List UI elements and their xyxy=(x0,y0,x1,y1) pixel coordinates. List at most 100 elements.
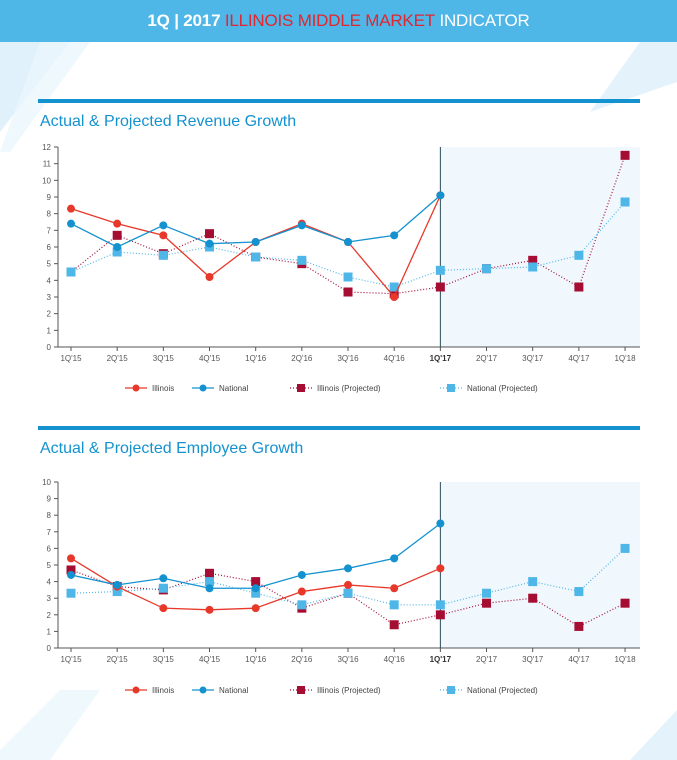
data-point xyxy=(205,568,215,578)
data-point xyxy=(112,587,122,597)
data-point xyxy=(159,574,168,583)
data-point xyxy=(435,265,445,275)
x-tick-label: 4Q'15 xyxy=(199,655,221,664)
y-tick-label: 9 xyxy=(47,495,52,504)
data-point xyxy=(528,262,538,272)
y-tick-label: 2 xyxy=(47,611,52,620)
data-point xyxy=(158,583,168,593)
y-tick-label: 4 xyxy=(47,276,52,285)
data-point xyxy=(251,588,261,598)
y-tick-label: 6 xyxy=(47,544,52,553)
x-tick-label: 2Q'15 xyxy=(107,354,129,363)
y-tick-label: 2 xyxy=(47,310,52,319)
x-tick-label: 1Q'16 xyxy=(245,655,267,664)
data-point xyxy=(66,588,76,598)
data-point xyxy=(159,604,168,613)
data-point xyxy=(66,565,76,575)
data-point xyxy=(574,282,584,292)
data-point xyxy=(297,587,306,596)
y-tick-label: 5 xyxy=(47,260,52,269)
y-tick-label: 3 xyxy=(47,293,52,302)
data-point xyxy=(343,287,353,297)
data-point xyxy=(620,543,630,553)
data-point xyxy=(435,610,445,620)
data-point xyxy=(435,600,445,610)
data-point xyxy=(343,588,353,598)
x-tick-label: 1Q'15 xyxy=(60,354,82,363)
data-point xyxy=(205,584,214,593)
x-tick-label: 2Q'16 xyxy=(291,655,313,664)
y-tick-label: 10 xyxy=(42,478,51,487)
legend-marker xyxy=(447,384,455,392)
x-tick-label: 2Q'17 xyxy=(476,354,498,363)
data-point xyxy=(159,221,168,230)
y-tick-label: 10 xyxy=(42,176,51,185)
x-tick-label: 1Q'15 xyxy=(60,655,82,664)
section-rule xyxy=(38,426,640,430)
data-point xyxy=(574,621,584,631)
legend-label: Illinois xyxy=(152,686,174,695)
legend-marker xyxy=(132,686,140,694)
x-tick-label: 2Q'16 xyxy=(291,354,313,363)
data-point xyxy=(436,564,445,573)
data-point xyxy=(482,598,492,608)
banner-suffix: INDICATOR xyxy=(439,11,530,30)
legend-label: Illinois xyxy=(152,384,174,393)
data-point xyxy=(390,554,399,563)
x-tick-label: 4Q'15 xyxy=(199,354,221,363)
legend-label: Illinois (Projected) xyxy=(317,686,381,695)
data-point xyxy=(297,570,306,579)
data-point xyxy=(343,272,353,282)
data-point xyxy=(205,229,215,239)
data-point xyxy=(620,197,630,207)
section-rule xyxy=(38,99,640,103)
legend-marker xyxy=(297,686,305,694)
projection-region xyxy=(440,482,640,648)
x-tick-label: 1Q'18 xyxy=(614,354,636,363)
y-tick-label: 12 xyxy=(42,143,51,152)
data-point xyxy=(297,221,306,230)
legend-label: National xyxy=(219,384,249,393)
y-tick-label: 11 xyxy=(43,160,52,169)
legend-marker xyxy=(132,384,140,392)
data-point xyxy=(112,247,122,257)
data-point xyxy=(158,250,168,260)
x-tick-label: 1Q'18 xyxy=(614,655,636,664)
data-point xyxy=(67,204,75,213)
y-tick-label: 7 xyxy=(47,528,52,537)
data-point xyxy=(251,584,260,593)
data-point xyxy=(344,564,353,573)
data-point xyxy=(435,282,445,292)
data-point xyxy=(482,588,492,598)
y-tick-label: 0 xyxy=(47,644,52,653)
data-point xyxy=(620,150,630,160)
data-point xyxy=(113,219,122,228)
data-point xyxy=(482,264,492,274)
data-point xyxy=(389,600,399,610)
data-point xyxy=(67,219,75,228)
x-tick-label: 3Q'15 xyxy=(153,655,175,664)
data-point xyxy=(113,243,122,251)
x-tick-label: 3Q'16 xyxy=(337,655,359,664)
banner-highlight: ILLINOIS MIDDLE MARKET xyxy=(224,11,435,30)
x-tick-label: 3Q'17 xyxy=(522,354,544,363)
data-point xyxy=(436,519,445,528)
banner-prefix: 1Q | 2017 xyxy=(147,11,221,30)
data-point xyxy=(251,577,261,587)
data-point xyxy=(436,191,445,200)
chart-title: Actual & Projected Revenue Growth xyxy=(40,113,297,130)
report-banner: 1Q | 2017 ILLINOIS MIDDLE MARKET INDICAT… xyxy=(0,0,677,42)
y-tick-label: 8 xyxy=(47,511,52,520)
data-point xyxy=(251,252,261,262)
legend-marker xyxy=(199,686,207,694)
data-point xyxy=(390,293,399,301)
legend-marker xyxy=(199,384,207,392)
x-tick-label: 4Q'16 xyxy=(384,655,406,664)
x-tick-label: 1Q'16 xyxy=(245,354,267,363)
data-point xyxy=(528,577,538,587)
y-tick-label: 8 xyxy=(47,210,52,219)
data-point xyxy=(389,282,399,292)
x-tick-label: 3Q'16 xyxy=(337,354,359,363)
data-point xyxy=(205,239,214,248)
data-point xyxy=(528,593,538,603)
